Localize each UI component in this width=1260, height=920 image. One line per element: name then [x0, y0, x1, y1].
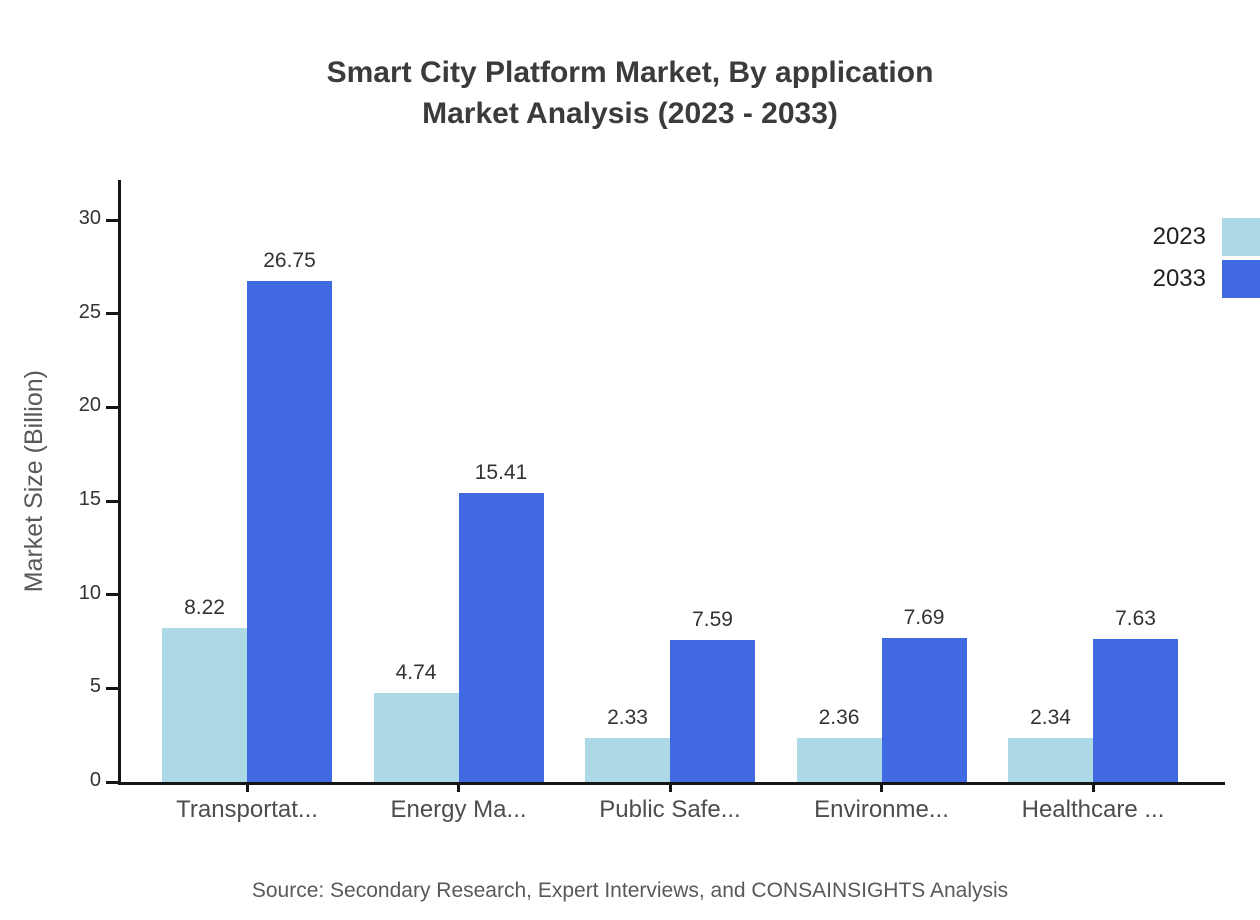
chart-title-line-1: Smart City Platform Market, By applicati…: [326, 56, 934, 89]
bar-value-label: 15.41: [474, 461, 528, 485]
bar-2033: [1093, 639, 1178, 782]
legend: 2023 2033: [1153, 217, 1260, 299]
x-axis-tick: [1091, 782, 1095, 792]
y-axis-tick: [106, 593, 118, 597]
legend-item-2023: 2023: [1153, 217, 1260, 257]
bar-2023: [796, 737, 882, 782]
y-axis-tick: [106, 312, 118, 316]
y-axis-tick-label: 15: [78, 488, 101, 510]
legend-swatch-2023: [1222, 218, 1260, 256]
source-note: Source: Secondary Research, Expert Inter…: [251, 879, 1009, 902]
y-axis-tick-label: 20: [78, 394, 101, 417]
x-axis-tick: [880, 782, 883, 792]
x-axis-tick: [668, 782, 672, 792]
bar-value-label: 7.59: [692, 607, 733, 631]
legend-swatch-2033: [1222, 260, 1260, 298]
x-axis-tick: [457, 782, 460, 792]
bar-value-label: 26.75: [263, 248, 316, 272]
y-axis-tick-label: 30: [78, 207, 101, 229]
y-axis-tick-label: 5: [89, 675, 101, 698]
y-axis-tick: [106, 686, 118, 690]
bar-value-label: 2.34: [1030, 706, 1071, 730]
bar-2023: [373, 693, 459, 782]
bar-2023: [162, 628, 247, 782]
y-axis-tick-label: 10: [78, 581, 101, 604]
bar-2023: [1008, 738, 1093, 782]
chart-title: Smart City Platform Market, By applicati…: [0, 52, 1260, 134]
bar-value-label: 7.63: [1115, 607, 1156, 631]
x-axis-category-label: Transportat...: [176, 796, 318, 823]
x-axis-tick: [245, 782, 249, 792]
legend-label-2023: 2023: [1152, 223, 1206, 250]
bar-value-label: 8.22: [184, 596, 225, 619]
y-axis-tick: [106, 405, 118, 409]
y-axis-tick: [106, 499, 118, 503]
bar-value-label: 2.36: [818, 705, 860, 729]
bar-2033: [458, 493, 544, 782]
y-axis-tick: [106, 218, 118, 222]
legend-label-2033: 2033: [1152, 265, 1206, 292]
x-axis-category-label: Environme...: [814, 796, 949, 823]
y-axis-tick-label: 25: [78, 300, 101, 323]
y-axis-title: Market Size (Billion): [19, 369, 48, 593]
bar-value-label: 4.74: [395, 661, 437, 685]
bar-2033: [247, 280, 332, 782]
x-axis-category-label: Healthcare ...: [1021, 796, 1165, 823]
bar-value-label: 7.69: [903, 605, 945, 629]
chart-title-line-2: Market Analysis (2023 - 2033): [422, 97, 838, 130]
x-axis-category-label: Public Safe...: [599, 796, 741, 823]
plot-area: 0 5 10 15 20 25 30 8.22 26.75 Transportat... 4.74 1…: [79, 180, 1225, 823]
bar-2033: [670, 639, 755, 782]
bar-2023: [585, 738, 670, 782]
y-axis-tick-label: 0: [89, 769, 101, 791]
x-axis-category-label: Energy Ma...: [390, 796, 527, 823]
y-axis-tick: [106, 780, 118, 784]
bar-value-label: 2.33: [607, 706, 648, 730]
legend-item-2033: 2033: [1153, 259, 1260, 299]
bar-2033: [881, 637, 967, 782]
